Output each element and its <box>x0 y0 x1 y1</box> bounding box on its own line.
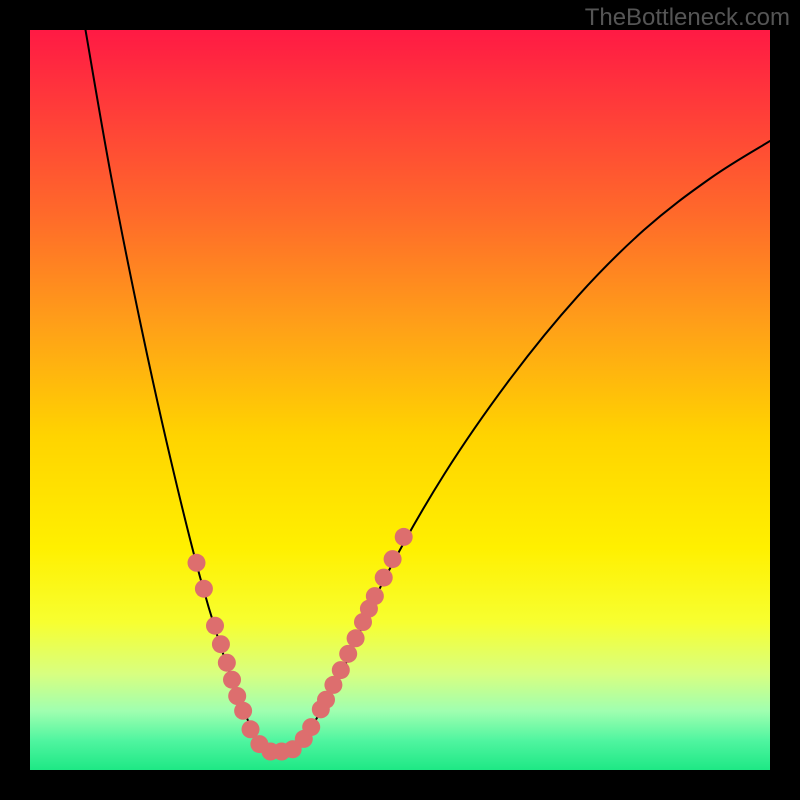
data-marker <box>347 629 365 647</box>
data-marker <box>375 569 393 587</box>
data-marker <box>339 645 357 663</box>
plot-background <box>30 30 770 770</box>
watermark-text: TheBottleneck.com <box>585 4 790 32</box>
data-marker <box>366 587 384 605</box>
data-marker <box>218 654 236 672</box>
bottleneck-chart <box>0 0 800 800</box>
data-marker <box>212 635 230 653</box>
data-marker <box>188 554 206 572</box>
data-marker <box>195 580 213 598</box>
data-marker <box>302 718 320 736</box>
data-marker <box>332 661 350 679</box>
data-marker <box>206 617 224 635</box>
data-marker <box>223 671 241 689</box>
data-marker <box>384 550 402 568</box>
data-marker <box>234 702 252 720</box>
data-marker <box>395 528 413 546</box>
chart-frame <box>0 0 800 800</box>
